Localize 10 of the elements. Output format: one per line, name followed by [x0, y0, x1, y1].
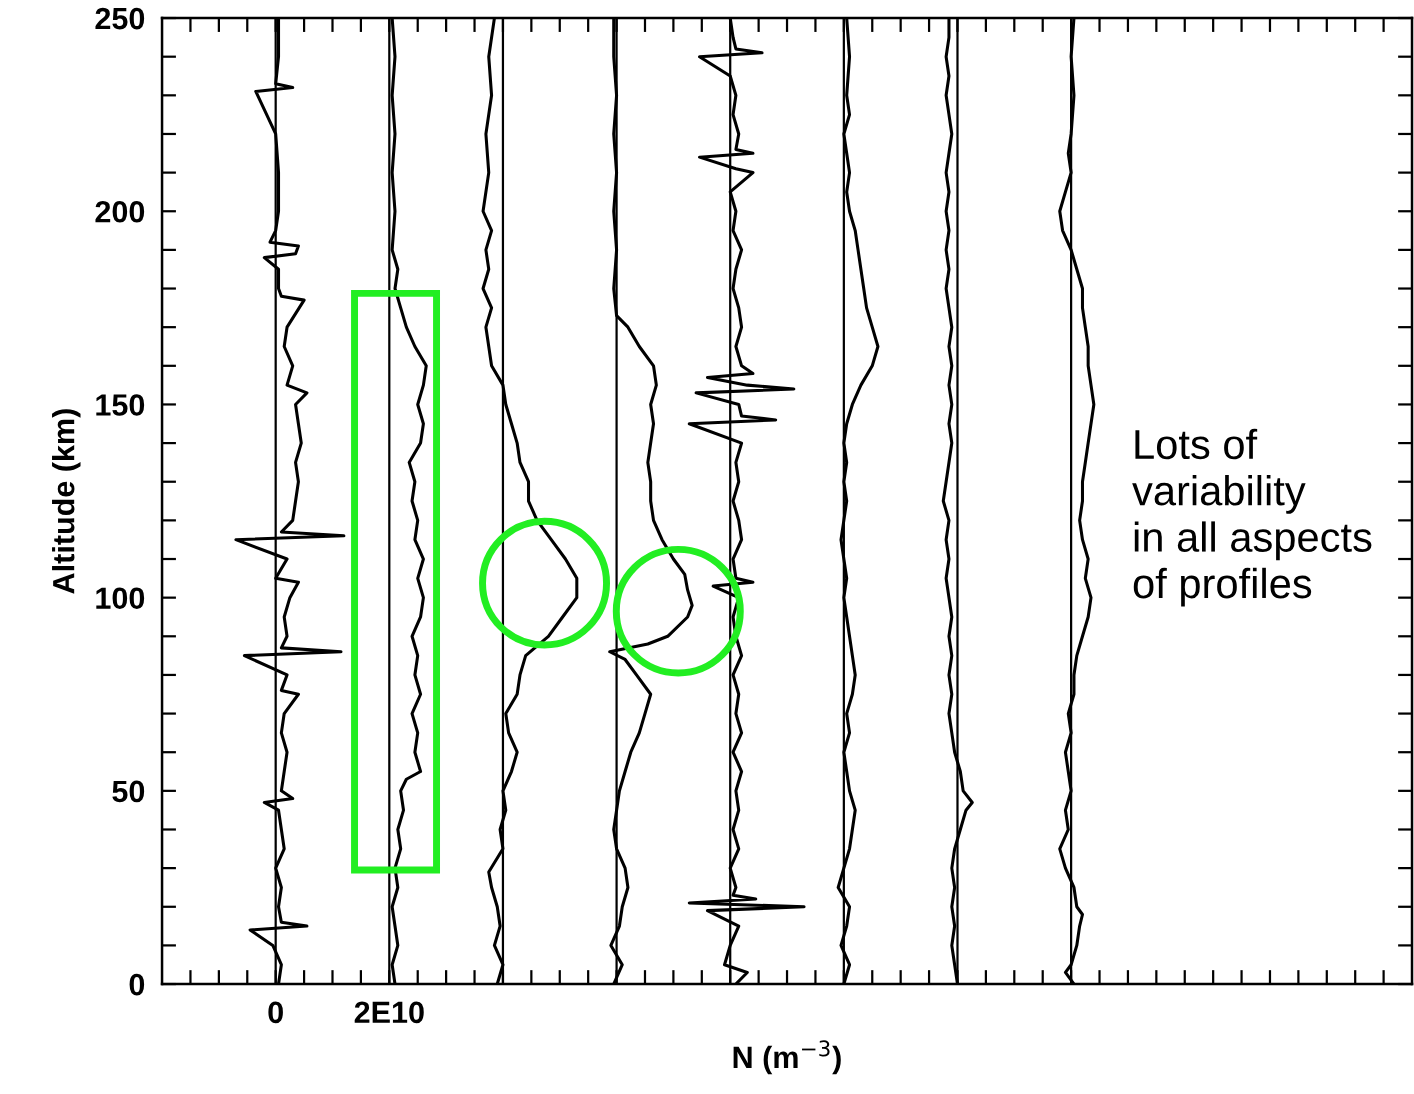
x-tick-label: 2E10 — [354, 1001, 424, 1024]
annotation: Lots of variability in all aspects of profiles — [1132, 428, 1372, 607]
x-axis-title: N (m$^{−3}$) — [733, 1040, 841, 1075]
y-tick-label: 0 — [129, 973, 145, 996]
y-tick-label: 200 — [95, 200, 145, 223]
y-tick-label: 150 — [96, 394, 145, 416]
y-axis-title: Altitude (km) — [52, 409, 81, 594]
y-tick-label: 100 — [96, 587, 145, 610]
y-tick-label: 50 — [112, 780, 145, 803]
y-tick-label: 250 — [95, 7, 145, 30]
